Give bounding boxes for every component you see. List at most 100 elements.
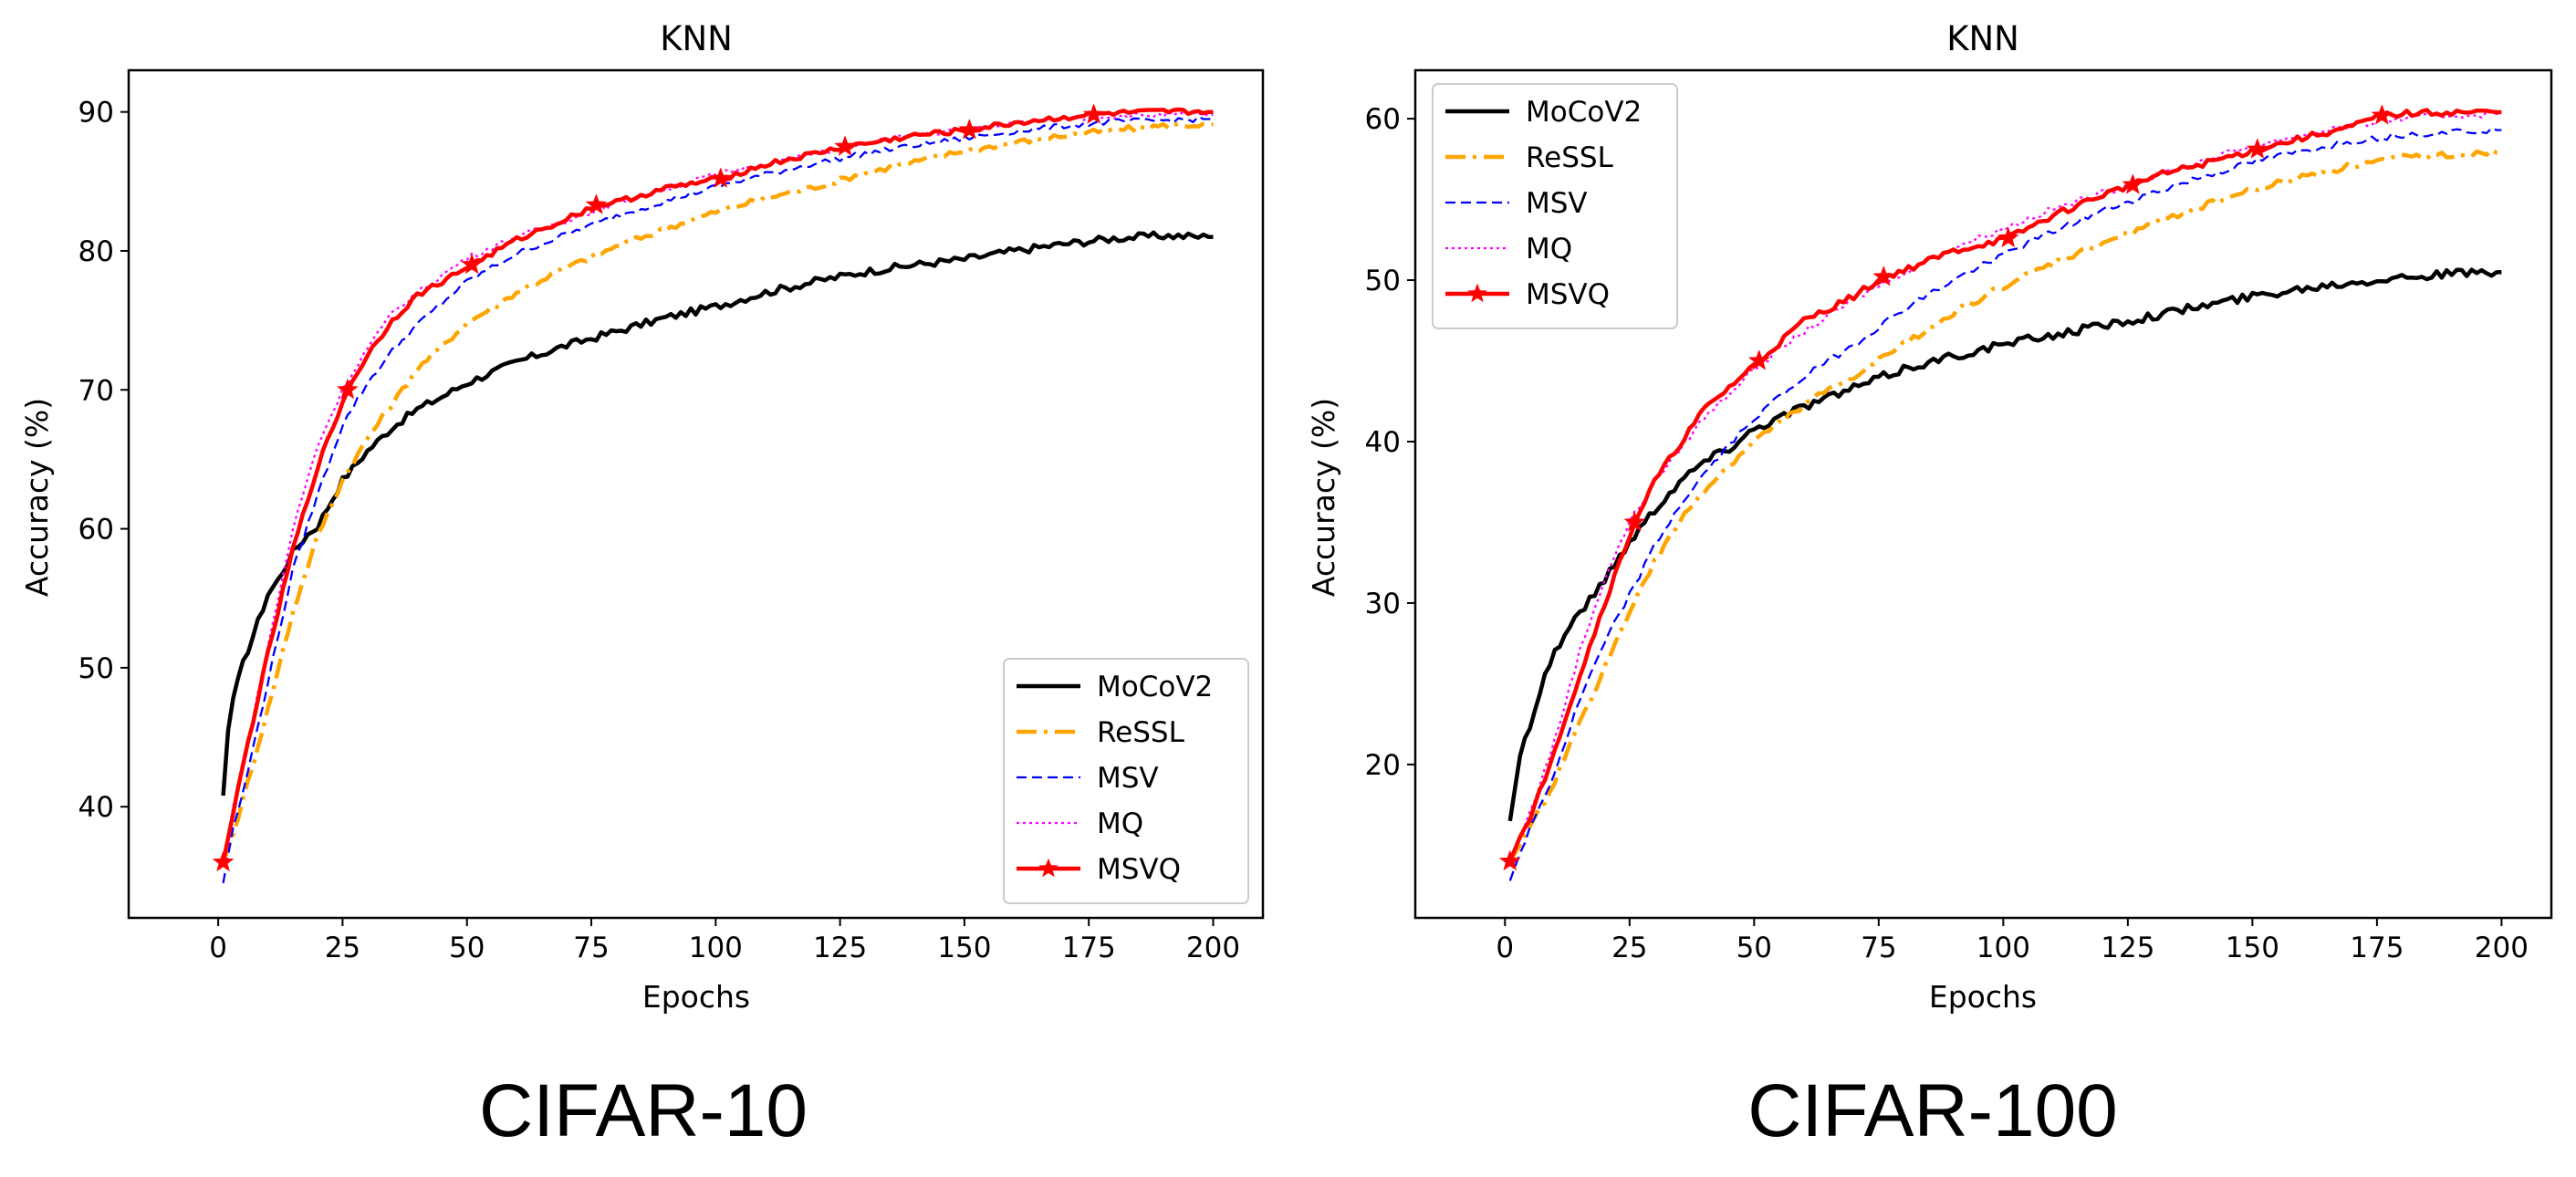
y-tick: 60 bbox=[78, 514, 129, 547]
axes-frame bbox=[127, 68, 1265, 920]
legend-label: MSV bbox=[1526, 187, 1588, 220]
y-tick-label: 90 bbox=[78, 97, 114, 130]
y-tick-label: 60 bbox=[1365, 103, 1401, 136]
x-tick: 25 bbox=[1611, 918, 1648, 964]
x-tick: 100 bbox=[689, 918, 743, 964]
x-tick-label: 25 bbox=[1611, 932, 1647, 964]
plot-area: 0 25 50 75 100 125 150 175 200 40 50 60 70 80 90 MoCoV2… bbox=[78, 68, 1265, 964]
x-tick-label: 100 bbox=[1976, 932, 2030, 964]
legend-label: ReSSL bbox=[1526, 141, 1614, 174]
x-tick-label: 25 bbox=[325, 932, 360, 964]
y-tick: 40 bbox=[78, 791, 129, 824]
x-tick: 75 bbox=[573, 918, 610, 964]
x-tick: 175 bbox=[1062, 918, 1116, 964]
series-point-msvq bbox=[337, 378, 359, 400]
series-point-msvq bbox=[2371, 104, 2393, 125]
series-point-msvq bbox=[709, 167, 732, 188]
legend-label: MSVQ bbox=[1097, 853, 1181, 886]
series-point-msvq bbox=[1997, 226, 2019, 248]
x-tick: 125 bbox=[2101, 918, 2154, 964]
x-tick-label: 0 bbox=[1496, 932, 1514, 964]
series-point-msvq bbox=[212, 850, 235, 872]
x-tick-label: 125 bbox=[2101, 932, 2154, 964]
panel-caption: CIFAR-100 bbox=[1747, 1069, 2118, 1152]
legend-item: ReSSL bbox=[1017, 716, 1185, 749]
y-tick-label: 80 bbox=[78, 235, 114, 268]
x-tick: 0 bbox=[209, 918, 227, 964]
axes-frame bbox=[1413, 68, 2553, 920]
x-tick: 125 bbox=[813, 918, 867, 964]
series-point-msvq bbox=[958, 119, 981, 140]
x-tick: 200 bbox=[2475, 918, 2529, 964]
series-line-mq bbox=[222, 110, 1214, 863]
x-tick: 50 bbox=[449, 918, 485, 964]
legend: MoCoV2 ReSSL MSV MQ MSVQ bbox=[1432, 83, 1678, 329]
x-tick-label: 75 bbox=[573, 932, 609, 964]
x-tick: 150 bbox=[937, 918, 991, 964]
series-point-msvq bbox=[2122, 173, 2144, 194]
legend-box bbox=[1432, 83, 1678, 329]
legend-label: MoCoV2 bbox=[1526, 96, 1642, 129]
legend: MoCoV2 ReSSL MSV MQ MSVQ bbox=[1003, 658, 1249, 904]
y-tick: 50 bbox=[1365, 265, 1415, 297]
y-tick: 20 bbox=[1365, 749, 1415, 782]
series-point-msvq bbox=[1082, 103, 1105, 124]
y-tick-label: 20 bbox=[1365, 749, 1401, 782]
legend-item: MSVQ bbox=[1017, 853, 1181, 886]
x-axis-label: Epochs bbox=[642, 979, 750, 1015]
y-tick-label: 70 bbox=[78, 374, 114, 407]
y-tick-label: 50 bbox=[1365, 265, 1401, 297]
series-line-mocov2 bbox=[1507, 267, 2502, 822]
y-tick: 30 bbox=[1365, 588, 1415, 620]
series-point-msvq bbox=[1872, 266, 1895, 286]
x-tick: 150 bbox=[2226, 918, 2279, 964]
plot-area: 0 25 50 75 100 125 150 175 200 20 30 40 50 60 MoCoV2 Re… bbox=[1365, 68, 2553, 964]
legend-label: ReSSL bbox=[1097, 716, 1185, 749]
legend-item: MoCoV2 bbox=[1445, 96, 1642, 129]
legend-item: MSV bbox=[1017, 762, 1159, 795]
x-axis-label: Epochs bbox=[1929, 979, 2037, 1015]
legend-item: MoCoV2 bbox=[1017, 671, 1213, 703]
chart-panel-cifar10: KNN 0 25 50 75 100 125 150 175 200 40 50 60 70 80 90 Mo… bbox=[19, 19, 1265, 1152]
legend-item: MQ bbox=[1017, 807, 1143, 840]
series-point-msvq bbox=[2247, 138, 2268, 159]
y-tick: 80 bbox=[78, 235, 129, 268]
y-tick: 50 bbox=[78, 652, 129, 685]
chart-title: KNN bbox=[660, 19, 733, 58]
series-point-msvq bbox=[834, 135, 856, 156]
legend-label: MoCoV2 bbox=[1097, 671, 1213, 703]
y-tick: 70 bbox=[78, 374, 129, 407]
legend-item: MSVQ bbox=[1445, 278, 1610, 311]
x-tick: 50 bbox=[1736, 918, 1772, 964]
legend-box bbox=[1003, 658, 1249, 904]
series-line-mq bbox=[1508, 110, 2502, 862]
series-line-msv bbox=[222, 115, 1214, 884]
x-tick-label: 125 bbox=[813, 932, 867, 964]
x-tick-label: 0 bbox=[209, 932, 227, 964]
y-tick: 60 bbox=[1365, 103, 1415, 136]
series-point-msvq bbox=[461, 253, 483, 275]
x-tick-label: 200 bbox=[1186, 932, 1240, 964]
x-tick: 200 bbox=[1186, 918, 1240, 964]
y-tick: 90 bbox=[78, 97, 129, 130]
series-line-mocov2 bbox=[221, 230, 1214, 797]
x-tick-label: 75 bbox=[1861, 932, 1896, 964]
x-tick-label: 175 bbox=[2350, 932, 2404, 964]
x-tick: 175 bbox=[2350, 918, 2404, 964]
x-tick-label: 175 bbox=[1062, 932, 1116, 964]
series-point-msvq bbox=[1498, 849, 1521, 871]
y-axis-label: Accuracy (%) bbox=[19, 398, 55, 597]
legend-label: MSVQ bbox=[1526, 278, 1610, 311]
y-tick-label: 40 bbox=[78, 791, 114, 824]
y-tick-label: 40 bbox=[1365, 426, 1401, 459]
panel-caption: CIFAR-10 bbox=[479, 1069, 808, 1152]
legend-label: MSV bbox=[1097, 762, 1159, 795]
legend-label: MQ bbox=[1097, 807, 1143, 840]
x-tick-label: 100 bbox=[689, 932, 743, 964]
series-point-msvq bbox=[1747, 349, 1770, 370]
legend-item: MSV bbox=[1445, 187, 1588, 220]
x-tick-label: 50 bbox=[449, 932, 485, 964]
x-tick: 75 bbox=[1861, 918, 1897, 964]
legend-item: ReSSL bbox=[1445, 141, 1614, 174]
series-point-msvq bbox=[585, 193, 608, 214]
